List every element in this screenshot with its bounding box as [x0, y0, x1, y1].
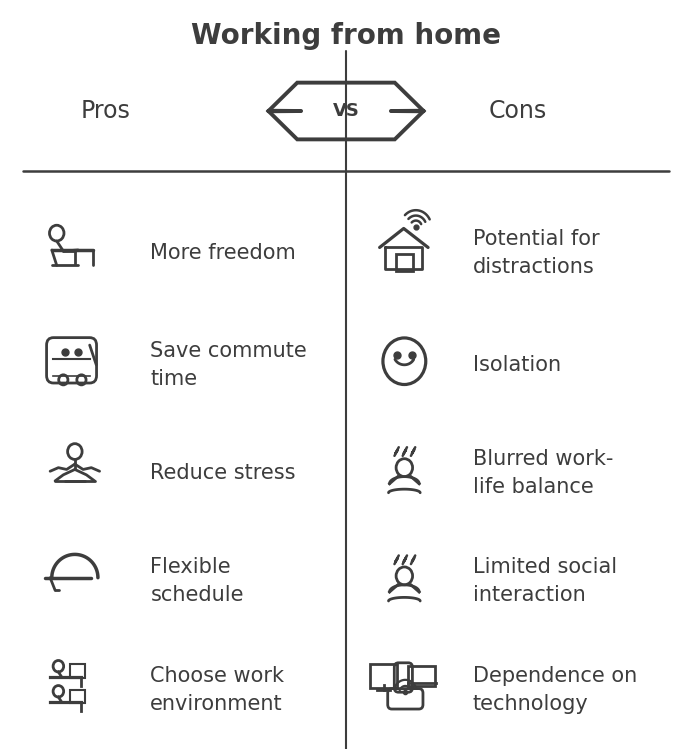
- Text: Cons: Cons: [489, 99, 547, 123]
- Text: Potential for
distractions: Potential for distractions: [473, 229, 599, 277]
- Text: Save commute
time: Save commute time: [150, 341, 307, 389]
- Text: Working from home: Working from home: [191, 23, 501, 50]
- Text: Blurred work-
life balance: Blurred work- life balance: [473, 449, 613, 497]
- Text: Limited social
interaction: Limited social interaction: [473, 557, 617, 605]
- Text: Reduce stress: Reduce stress: [150, 463, 296, 483]
- Text: Flexible
schedule: Flexible schedule: [150, 557, 244, 605]
- Text: Pros: Pros: [81, 99, 131, 123]
- Text: More freedom: More freedom: [150, 243, 296, 263]
- Text: Isolation: Isolation: [473, 355, 561, 374]
- Text: Dependence on
technology: Dependence on technology: [473, 666, 637, 714]
- Text: VS: VS: [333, 102, 359, 120]
- Text: Choose work
environment: Choose work environment: [150, 666, 284, 714]
